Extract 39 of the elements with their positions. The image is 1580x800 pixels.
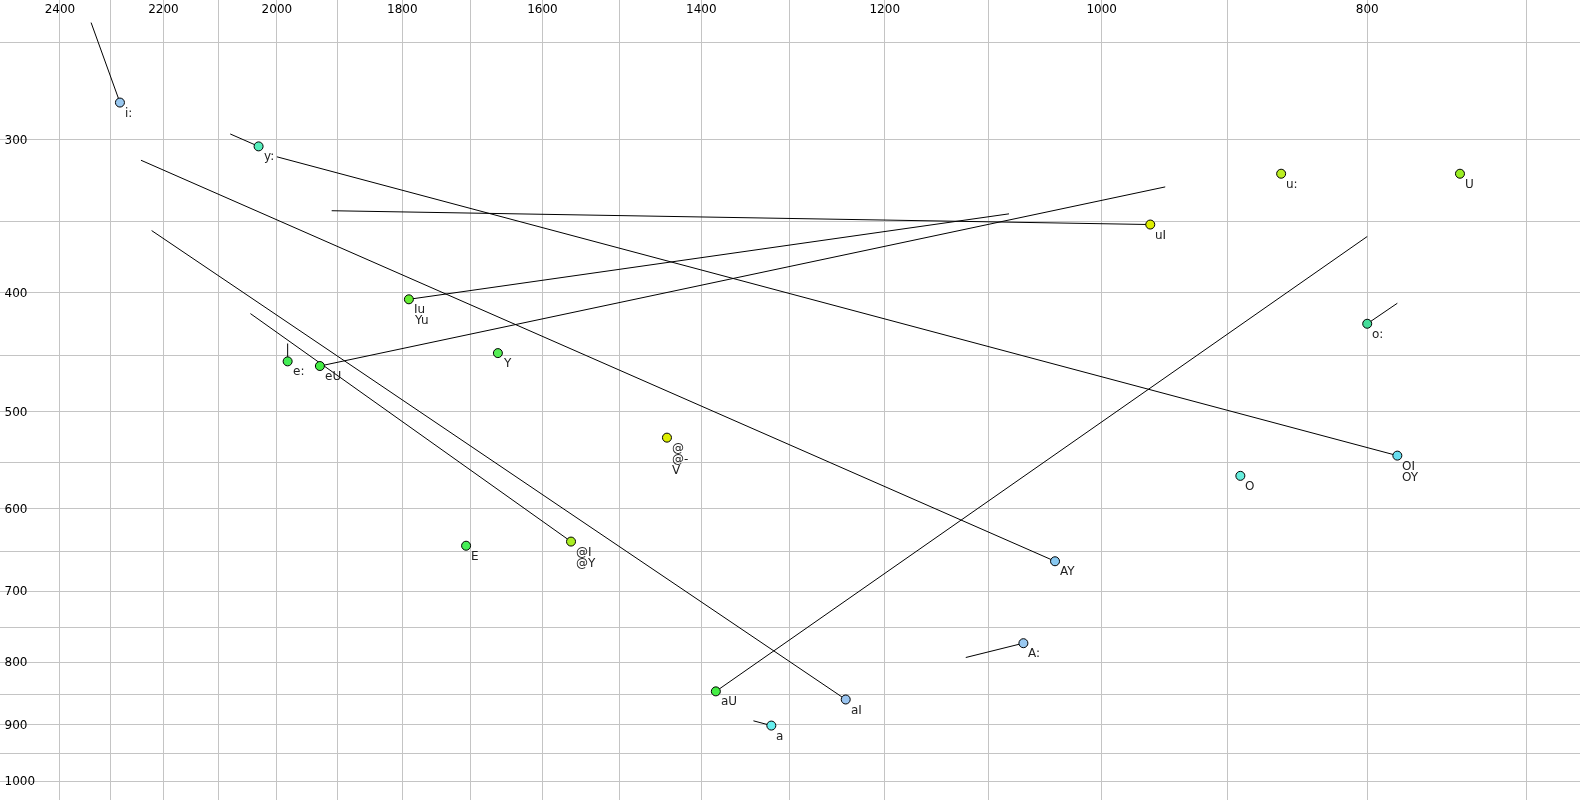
annotation: @	[672, 441, 684, 455]
annotation: uI	[1155, 228, 1167, 242]
annotation: U	[1465, 177, 1474, 191]
annotation: aI	[851, 703, 862, 717]
y-tick-label: 300	[4, 132, 28, 147]
annotation: eU	[325, 369, 342, 383]
annotation: E	[471, 549, 479, 563]
annotation: e:	[293, 364, 305, 378]
annotation: aU	[721, 694, 738, 708]
x-tick-label: 1000	[1086, 2, 1117, 16]
x-tick-label: 1600	[527, 2, 558, 16]
annotation: AY	[1060, 564, 1076, 578]
y-tick-label: 500	[4, 404, 28, 419]
annotation: u:	[1286, 177, 1298, 191]
annotation: O	[1245, 479, 1255, 493]
x-tick-label: 2000	[261, 2, 293, 16]
annotation: OY	[1402, 470, 1419, 484]
y-tick-label: 400	[4, 285, 28, 300]
y-tick-label: 700	[4, 584, 28, 599]
x-tick-label: 2200	[148, 2, 179, 16]
annotation: o:	[1372, 327, 1384, 341]
x-tick-label: 800	[1355, 2, 1379, 16]
annotation: Yu	[414, 313, 429, 327]
y-tick-label: 600	[4, 502, 28, 517]
x-tick-label: 1800	[386, 2, 418, 16]
annotation: OI	[1402, 459, 1415, 473]
annotation: A:	[1028, 646, 1041, 660]
annotation: Y	[503, 356, 512, 370]
annotation: y:	[264, 149, 275, 163]
annotation: a	[776, 729, 784, 743]
annotation: Iu	[414, 302, 426, 316]
annotation: @I	[576, 545, 592, 559]
x-tick-label: 2400	[44, 2, 76, 16]
y-tick-label: 900	[4, 718, 28, 733]
x-tick-label: 1200	[869, 2, 901, 16]
annotation: i:	[125, 106, 133, 120]
x-tick-label: 1400	[686, 2, 717, 16]
y-tick-label: 800	[4, 655, 28, 670]
y-tick-label: 1000	[4, 774, 36, 789]
